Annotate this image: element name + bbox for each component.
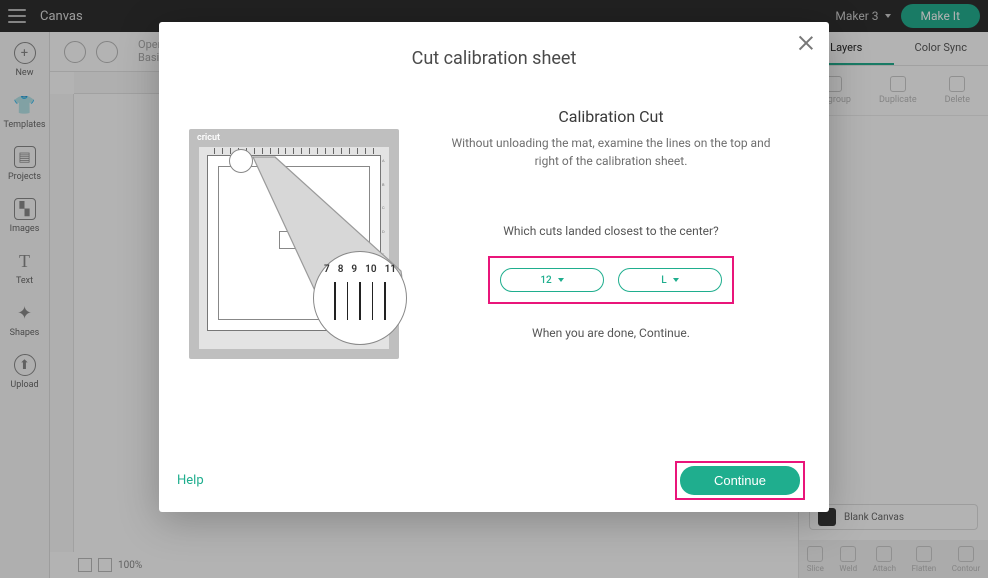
calibration-subtitle: Calibration Cut xyxy=(423,107,799,126)
modal-overlay: Cut calibration sheet cricut A B C D xyxy=(0,0,988,578)
help-link[interactable]: Help xyxy=(177,473,204,488)
picker-highlight: 12 L xyxy=(488,256,734,304)
calibration-modal: Cut calibration sheet cricut A B C D xyxy=(159,22,829,512)
zoom-source-circle xyxy=(229,149,253,173)
calibration-question: Which cuts landed closest to the center? xyxy=(423,224,799,238)
continue-highlight: Continue xyxy=(675,461,805,500)
chevron-down-icon xyxy=(558,278,564,282)
modal-title: Cut calibration sheet xyxy=(159,48,829,69)
continue-button[interactable]: Continue xyxy=(680,466,800,495)
calibration-illustration: cricut A B C D E F G H xyxy=(189,129,399,359)
done-text: When you are done, Continue. xyxy=(423,326,799,340)
number-picker[interactable]: 12 xyxy=(500,268,604,292)
close-icon[interactable] xyxy=(797,34,815,52)
chevron-down-icon xyxy=(673,278,679,282)
mat-brand-label: cricut xyxy=(197,133,220,143)
magnifier-lens: 7 8 9 10 11 xyxy=(313,251,407,345)
calibration-description: Without unloading the mat, examine the l… xyxy=(423,134,799,170)
letter-picker[interactable]: L xyxy=(618,268,722,292)
